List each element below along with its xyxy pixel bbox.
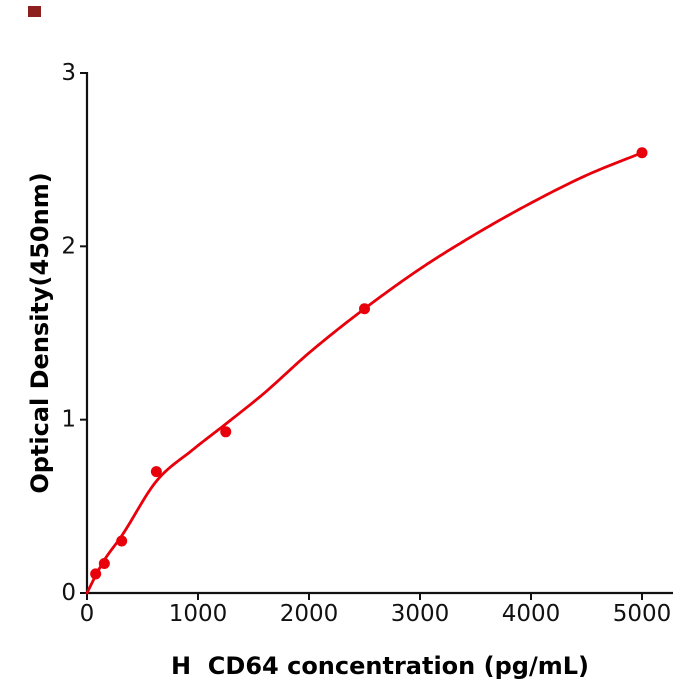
data-point xyxy=(90,568,102,580)
data-series xyxy=(85,147,648,595)
x-tick-label: 3000 xyxy=(391,601,450,627)
y-tick-label: 0 xyxy=(61,580,76,606)
corner-marker xyxy=(28,6,41,17)
data-point xyxy=(116,535,128,547)
x-tick-label: 5000 xyxy=(613,601,672,627)
y-tick-label: 2 xyxy=(61,233,76,259)
data-point xyxy=(359,303,370,315)
x-axis-label: H CD64 concentration (pg/mL) xyxy=(171,652,589,680)
fit-curve xyxy=(85,151,644,595)
data-point xyxy=(98,558,110,570)
y-tick-label: 3 xyxy=(61,60,76,86)
data-point xyxy=(636,147,648,159)
x-tick-label: 2000 xyxy=(280,601,339,627)
y-tick-label: 1 xyxy=(61,407,76,433)
x-tick-label: 1000 xyxy=(169,601,228,627)
y-axis-label: Optical Density(450nm) xyxy=(26,172,54,493)
x-tick-label: 0 xyxy=(80,601,95,627)
data-point xyxy=(150,466,162,478)
axes: 0 1000 2000 3000 4000 5000 0 1 2 3 xyxy=(61,60,673,627)
data-point xyxy=(220,426,232,438)
x-tick-label: 4000 xyxy=(502,601,561,627)
